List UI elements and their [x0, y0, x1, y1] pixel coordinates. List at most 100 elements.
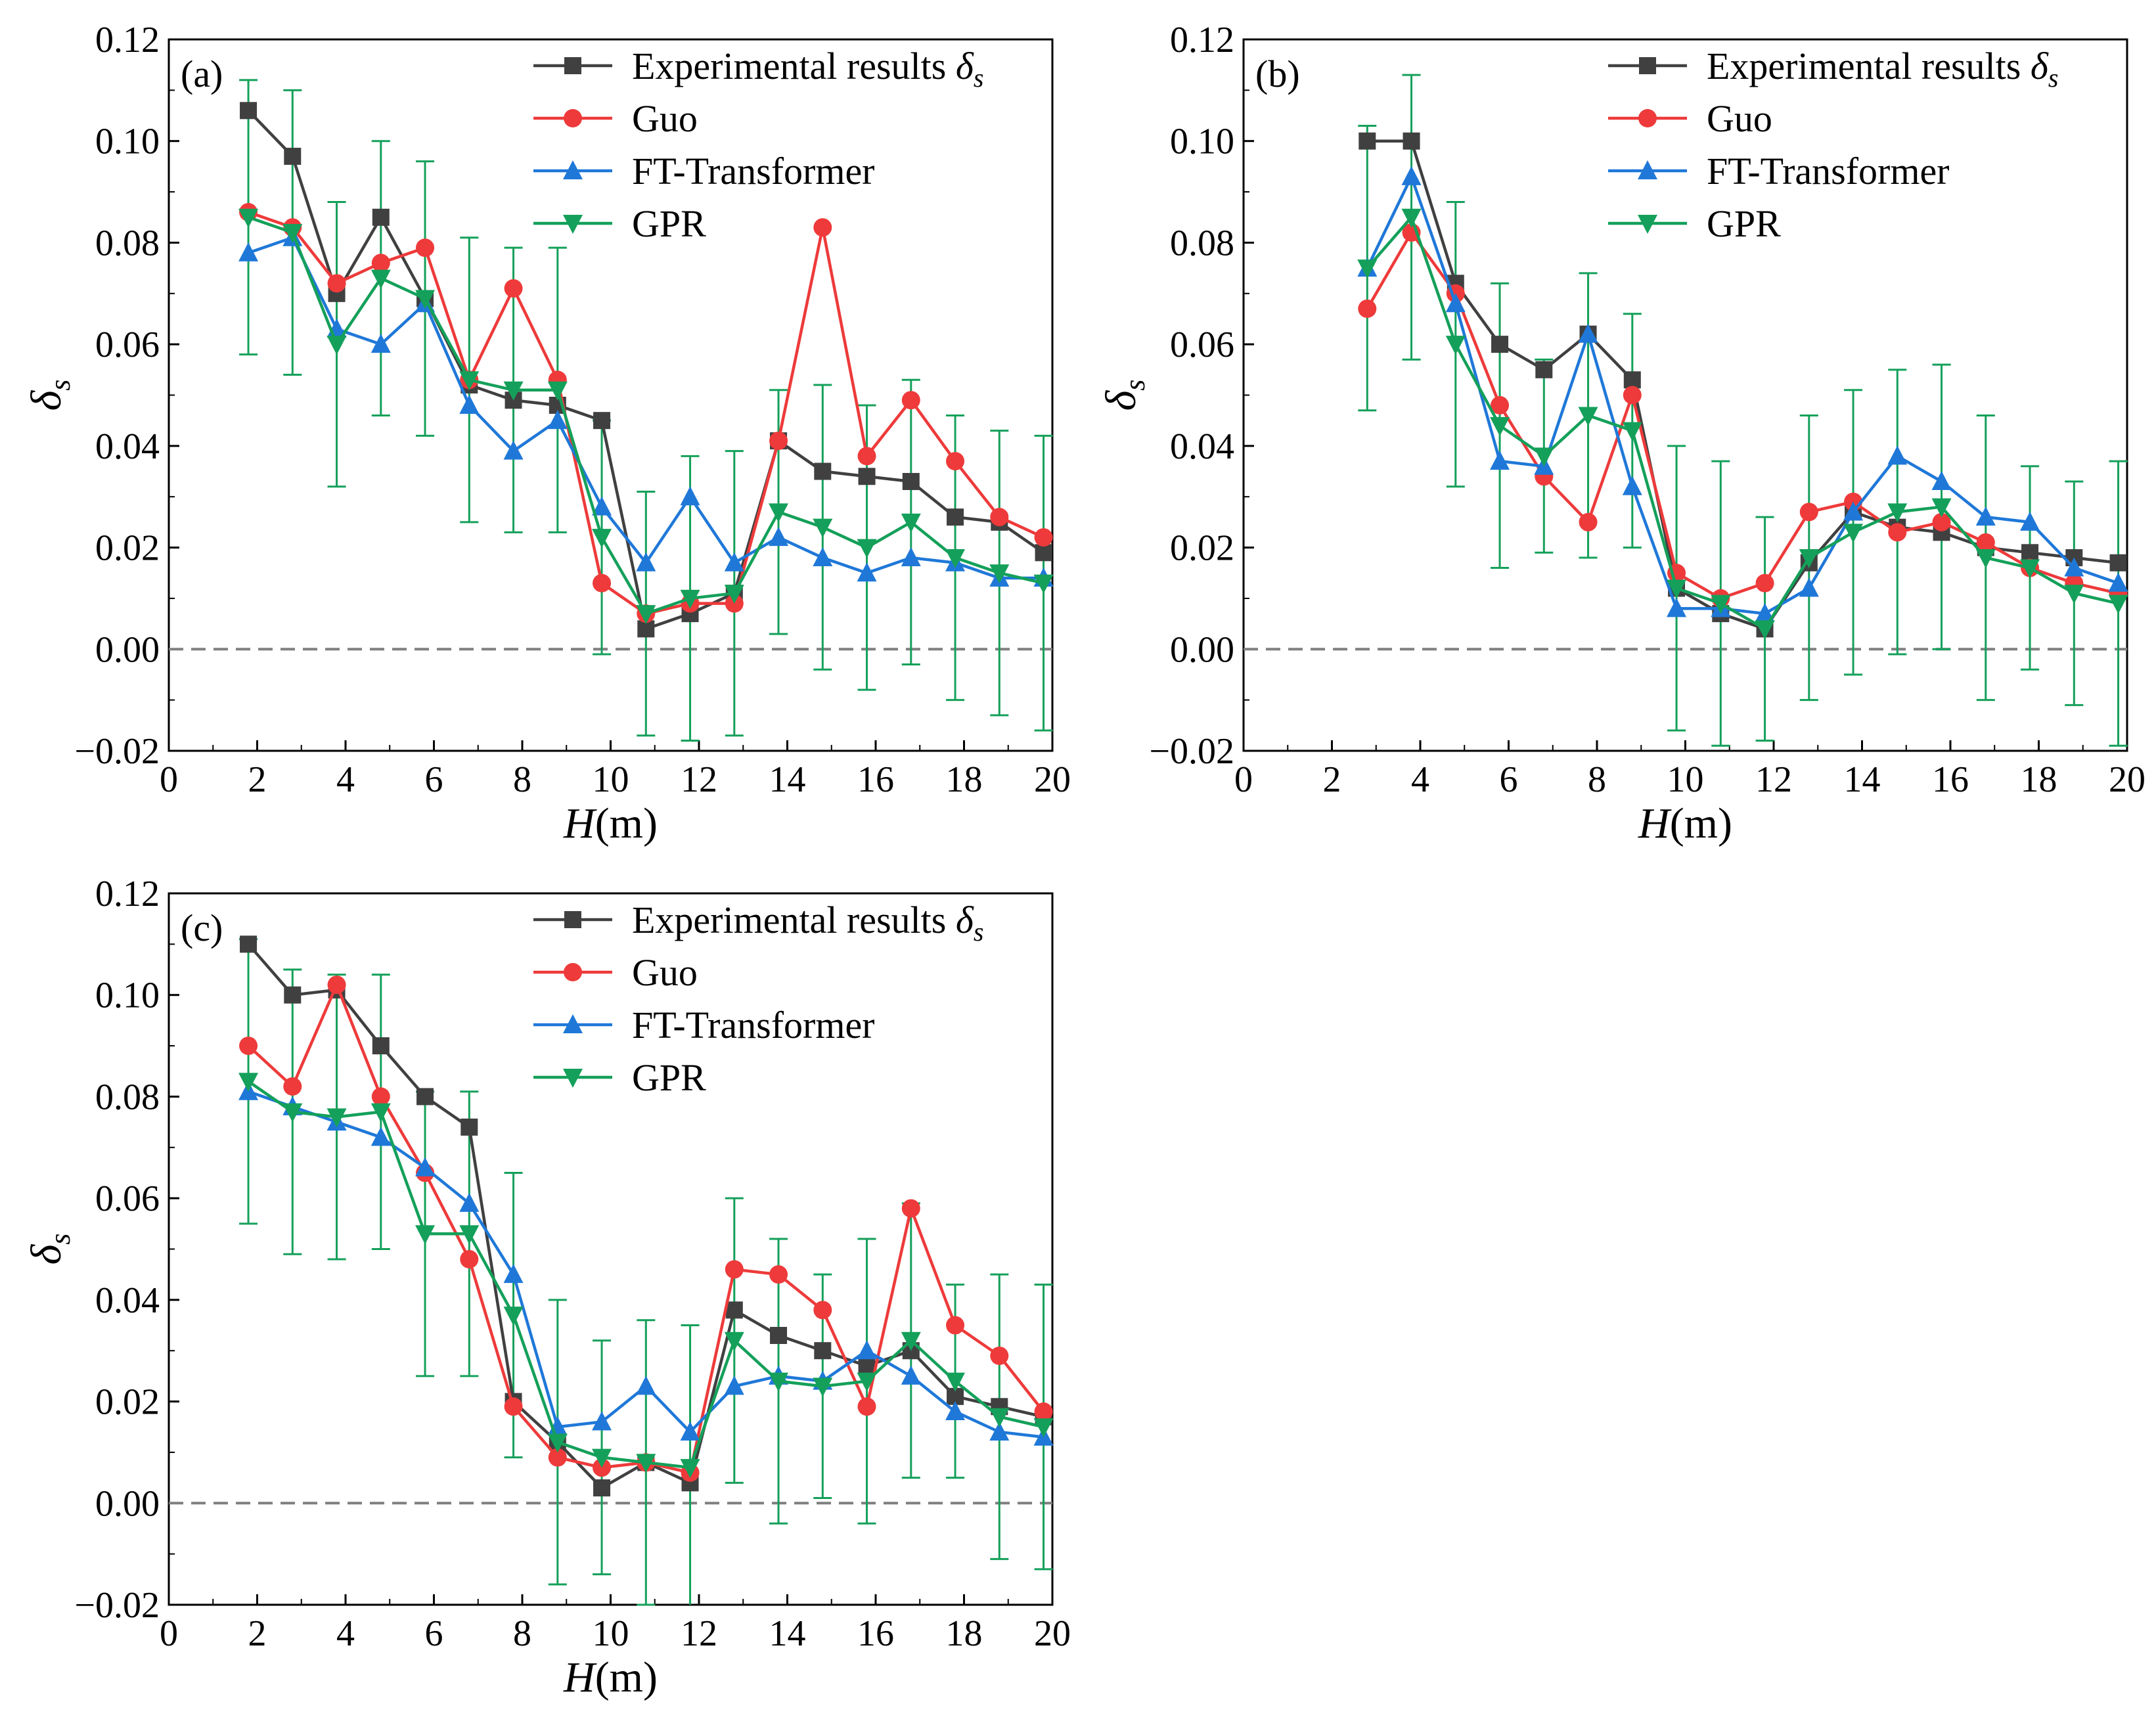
legend-marker-exp	[1639, 57, 1656, 74]
panel-label: (b)	[1255, 53, 1300, 95]
data-point-gpr	[371, 269, 391, 289]
data-point-exp	[725, 1301, 743, 1319]
data-point-ft	[1490, 451, 1510, 470]
data-point-ft	[901, 547, 921, 567]
data-point-ft	[459, 1192, 480, 1212]
x-tick-label: 6	[425, 1613, 443, 1654]
data-point-guo	[1034, 1402, 1053, 1421]
data-point-gpr	[1975, 549, 1996, 569]
data-point-guo	[504, 279, 523, 298]
data-point-ft	[459, 394, 480, 414]
data-point-exp	[1359, 132, 1376, 150]
data-point-guo	[371, 1087, 390, 1106]
data-point-gpr	[1401, 208, 1422, 228]
data-point-exp	[284, 986, 302, 1004]
legend-label-gpr: GPR	[1707, 202, 1781, 245]
data-point-gpr	[238, 1073, 259, 1092]
data-point-ft	[769, 527, 789, 547]
data-point-ft	[238, 242, 259, 261]
x-axis-label: H(m)	[1638, 799, 1732, 847]
x-tick-label: 10	[593, 1613, 629, 1654]
data-point-guo	[769, 1265, 788, 1284]
data-point-gpr	[503, 381, 524, 401]
data-point-exp	[372, 208, 390, 226]
data-point-guo	[1623, 386, 1642, 405]
data-point-guo	[857, 447, 876, 466]
y-tick-label: 0.04	[95, 1280, 160, 1321]
data-point-gpr	[459, 1225, 480, 1245]
data-point-ft	[901, 1365, 921, 1385]
data-point-gpr	[2108, 594, 2128, 614]
data-point-ft	[1975, 506, 1996, 526]
data-point-guo	[901, 391, 920, 410]
data-point-ft	[1401, 166, 1422, 185]
data-point-exp	[416, 1088, 434, 1106]
x-tick-label: 12	[1755, 759, 1792, 800]
data-point-gpr	[989, 564, 1010, 584]
data-point-gpr	[1711, 594, 1731, 614]
data-point-gpr	[813, 518, 833, 538]
y-tick-label: 0.08	[95, 1077, 160, 1117]
data-point-exp	[814, 1342, 832, 1360]
data-point-ft	[945, 1401, 966, 1421]
data-point-gpr	[680, 1459, 700, 1479]
legend-marker-ft	[563, 160, 583, 179]
data-point-ft	[503, 440, 524, 460]
data-point-gpr	[326, 1108, 347, 1128]
legend-label-ft: FT-Transformer	[632, 1004, 875, 1046]
x-tick-label: 18	[2021, 759, 2057, 800]
legend-label-gpr: GPR	[632, 1056, 706, 1099]
data-point-gpr	[1445, 336, 1466, 355]
data-point-ft	[592, 1411, 612, 1431]
data-point-exp	[1491, 336, 1509, 353]
chart-panel-c: 0 2 4 6 8 10 12 14 16 18 20 −0.02 0.00 0.02 0.04 0.06 0.…	[22, 874, 1071, 1701]
data-point-exp	[284, 147, 302, 165]
data-point-gpr	[592, 529, 612, 548]
data-point-gpr	[1667, 579, 1687, 599]
data-point-guo	[1358, 299, 1377, 318]
series-line-gpr	[1366, 215, 2119, 631]
x-tick-label: 18	[946, 759, 983, 800]
y-tick-label: −0.02	[74, 731, 160, 772]
data-point-exp	[460, 1118, 478, 1136]
legend-label-gpr: GPR	[632, 202, 706, 245]
data-point-ft	[1578, 323, 1598, 343]
data-point-gpr	[857, 1372, 877, 1392]
legend-marker-gpr	[563, 1069, 583, 1088]
y-tick-label: 0.00	[95, 629, 160, 670]
legend-marker-exp	[564, 911, 581, 928]
x-tick-label: 8	[513, 1613, 531, 1654]
data-point-guo	[1034, 528, 1053, 547]
data-point-ft	[547, 410, 568, 430]
data-point-guo	[1799, 503, 1818, 522]
x-tick-label: 0	[160, 1613, 178, 1654]
data-point-exp	[1403, 132, 1420, 150]
legend-label-exp: Experimental results δs	[632, 45, 983, 93]
data-point-gpr	[592, 1448, 612, 1468]
x-tick-label: 2	[248, 759, 267, 800]
legend-marker-guo	[564, 963, 582, 981]
data-point-gpr	[547, 381, 568, 401]
data-point-ft	[1931, 471, 1952, 491]
data-point-guo	[857, 1397, 876, 1416]
x-tick-label: 20	[1034, 759, 1071, 800]
data-point-gpr	[282, 1103, 303, 1123]
data-point-guo	[946, 1316, 965, 1335]
data-point-exp	[372, 1037, 390, 1055]
x-tick-label: 14	[769, 1613, 806, 1654]
x-tick-label: 8	[513, 759, 531, 800]
data-point-gpr	[1887, 503, 1908, 523]
data-point-gpr	[1033, 574, 1054, 594]
data-point-exp	[240, 935, 258, 953]
x-tick-label: 12	[681, 759, 717, 800]
data-point-guo	[239, 1037, 258, 1056]
data-point-ft	[371, 1127, 391, 1146]
data-point-exp	[593, 412, 611, 430]
data-point-gpr	[1357, 259, 1378, 279]
data-point-gpr	[1755, 620, 1775, 640]
y-tick-label: 0.08	[95, 223, 160, 263]
data-point-exp	[2021, 544, 2039, 562]
x-tick-label: 16	[1932, 759, 1969, 800]
data-point-ft	[1445, 293, 1466, 313]
